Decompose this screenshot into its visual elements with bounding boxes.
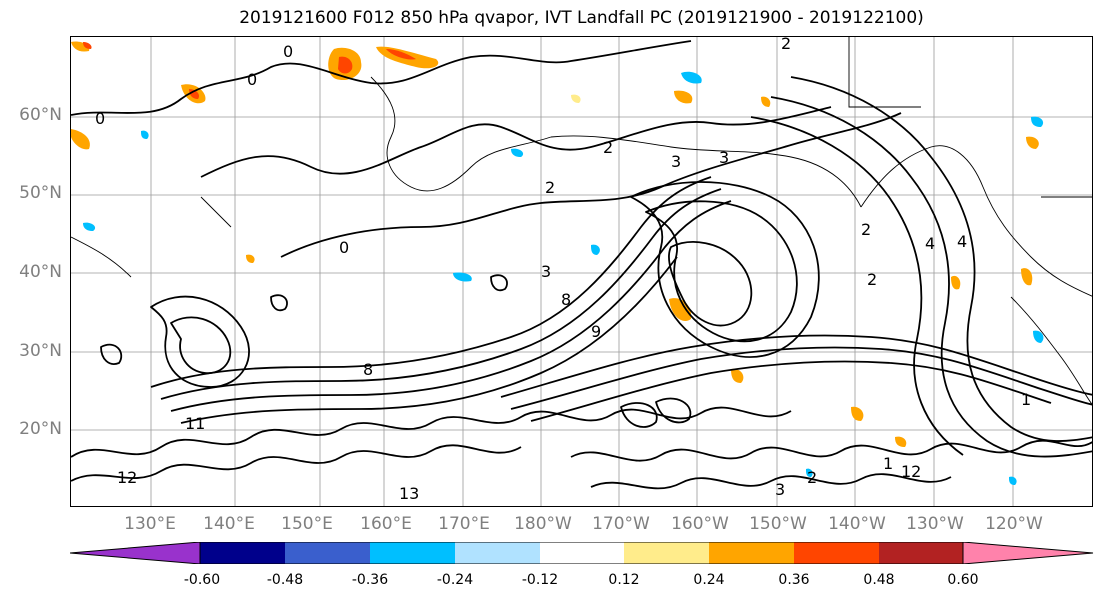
contour-label: 0: [339, 238, 349, 257]
colorbar-swatch: [370, 542, 455, 564]
colorbar-tick: -0.48: [266, 572, 304, 588]
contour-label: 8: [363, 360, 373, 379]
contour-label: 2: [781, 37, 791, 53]
contour-label: 1: [883, 454, 893, 473]
contour-label: 3: [775, 480, 785, 499]
colorbar-swatch: [794, 542, 879, 564]
contour-label: 0: [247, 70, 257, 89]
lon-label: 140°E: [203, 514, 255, 534]
lat-label: 30°N: [19, 341, 62, 361]
lon-label: 150°W: [749, 514, 807, 534]
lon-label: 140°W: [828, 514, 886, 534]
contour-label: 2: [867, 270, 877, 289]
lon-label: 160°W: [671, 514, 729, 534]
contour-label: 2: [861, 220, 871, 239]
contour-label: 2: [545, 178, 555, 197]
colorbar-tick: -0.60: [183, 572, 221, 588]
lon-label: 170°W: [592, 514, 650, 534]
qvapor-contours: [71, 40, 1092, 490]
contour-label: 12: [117, 468, 137, 487]
contour-label: 9: [591, 322, 601, 341]
colorbar-tick: 0.36: [778, 572, 810, 588]
lat-label: 20°N: [19, 419, 62, 439]
colorbar-tick: -0.12: [521, 572, 559, 588]
contour-label: 1: [1021, 390, 1031, 409]
contour-label: 3: [671, 152, 681, 171]
colorbar-swatch: [455, 542, 540, 564]
contour-label: 4: [925, 234, 935, 253]
contour-labels: 0 0 0 0 2 2 2 3 3 3 2 2 4 4 8 8 9 11 12 …: [95, 37, 1031, 503]
colorbar-swatch: [624, 542, 709, 564]
lon-label: 180°W: [514, 514, 572, 534]
lon-label: 130°E: [124, 514, 176, 534]
map-frame: 0 0 0 0 2 2 2 3 3 3 2 2 4 4 8 8 9 11 12 …: [70, 36, 1093, 507]
colorbar: [70, 542, 1094, 564]
contour-label: 11: [185, 414, 205, 433]
colorbar-tick: 0.12: [608, 572, 640, 588]
lon-label: 130°W: [906, 514, 964, 534]
contour-label: 3: [541, 262, 551, 281]
map-title: 2019121600 F012 850 hPa qvapor, IVT Land…: [239, 8, 924, 28]
contour-label: 0: [95, 109, 105, 128]
colorbar-tick: 0.60: [947, 572, 979, 588]
graticule: [71, 37, 1092, 506]
contour-label: 0: [283, 42, 293, 61]
contour-label: 12: [901, 462, 921, 481]
lon-label: 150°E: [281, 514, 333, 534]
colorbar-tick: 0.48: [863, 572, 895, 588]
map-canvas: 0 0 0 0 2 2 2 3 3 3 2 2 4 4 8 8 9 11 12 …: [71, 37, 1092, 506]
colorbar-extend-left: [70, 542, 201, 564]
colorbar-tick: -0.36: [351, 572, 389, 588]
lat-label: 60°N: [19, 105, 62, 125]
lon-label: 170°E: [438, 514, 490, 534]
colorbar-swatch: [879, 542, 963, 564]
colorbar-tick: 0.24: [693, 572, 725, 588]
contour-label: 13: [399, 484, 419, 503]
lat-label: 50°N: [19, 183, 62, 203]
colorbar-tick: -0.24: [436, 572, 474, 588]
colorbar-swatch: [285, 542, 370, 564]
colorbar-swatch: [200, 542, 285, 564]
lon-label: 120°W: [985, 514, 1043, 534]
colorbar-extend-right: [962, 542, 1094, 564]
lat-label: 40°N: [19, 262, 62, 282]
contour-label: 8: [561, 290, 571, 309]
contour-label: 2: [603, 138, 613, 157]
coastline-overlay: [71, 37, 1092, 406]
contour-label: 2: [807, 468, 817, 487]
colorbar-swatch: [540, 542, 624, 564]
contour-label: 4: [957, 232, 967, 251]
ivt-pc-shading: [71, 41, 1044, 485]
colorbar-swatch: [709, 542, 794, 564]
lon-label: 160°E: [360, 514, 412, 534]
contour-label: 3: [719, 148, 729, 167]
